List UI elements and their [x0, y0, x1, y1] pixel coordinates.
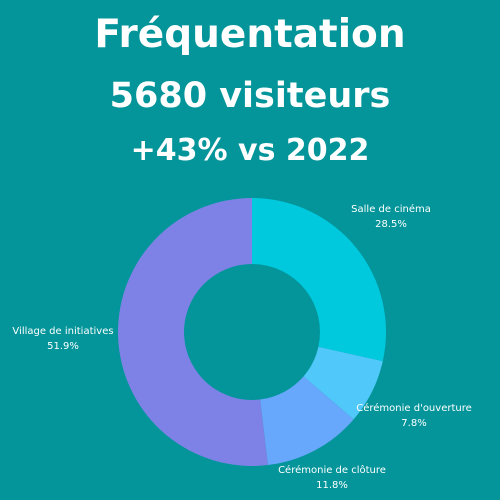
growth-vs-2022: +43% vs 2022 [130, 133, 370, 168]
visitor-total: 5680 visiteurs [109, 76, 391, 116]
slice-value-4: 51.9% [47, 341, 79, 352]
slice-value-1: 28.5% [375, 219, 407, 230]
donut-slice-4 [118, 198, 268, 466]
slice-value-3: 11.8% [316, 480, 348, 491]
slice-label-3: Cérémonie de clôture [278, 464, 386, 476]
donut-slice-2 [303, 346, 383, 420]
page-title: Fréquentation [94, 12, 406, 57]
slice-label-1: Salle de cinéma [351, 203, 431, 215]
slice-value-2: 7.8% [401, 418, 426, 429]
donut-slice-1 [252, 198, 386, 362]
slice-label-4: Village de initiatives [12, 326, 113, 337]
slice-label-2: Cérémonie d'ouverture [356, 402, 472, 414]
donut-slice-3 [260, 376, 354, 466]
